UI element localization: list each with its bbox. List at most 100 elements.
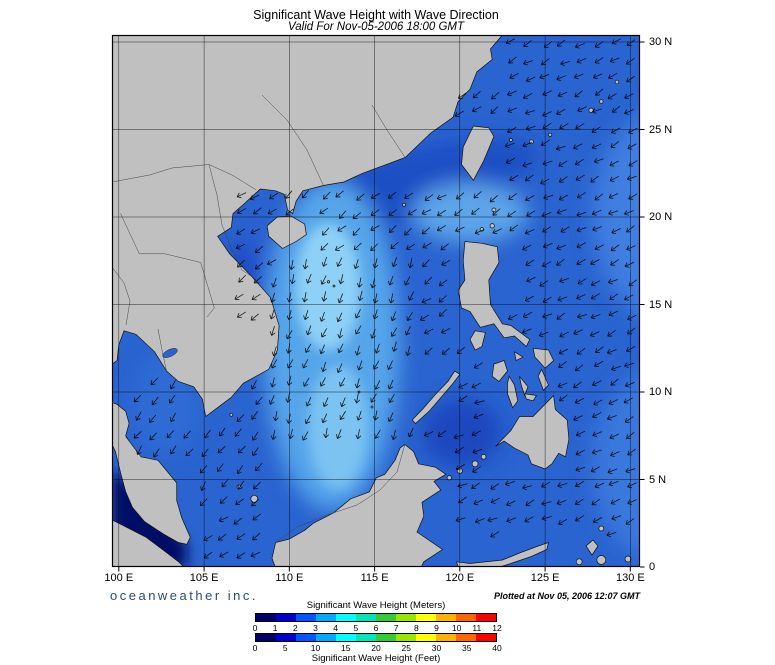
wave-direction-arrow <box>236 192 247 198</box>
wave-direction-arrow <box>374 343 381 354</box>
wave-direction-arrow <box>455 226 465 233</box>
wave-direction-arrow <box>302 292 308 303</box>
wave-direction-arrow <box>252 431 259 441</box>
wave-direction-arrow <box>302 259 309 270</box>
wave-direction-arrow <box>302 431 309 441</box>
wave-direction-arrow <box>185 448 194 457</box>
wave-direction-arrow <box>421 298 432 304</box>
wave-direction-arrow <box>337 293 344 304</box>
wave-direction-arrow <box>370 278 376 289</box>
oceanweather-logo-text: oceanweather inc. <box>110 588 259 603</box>
wave-direction-arrow <box>506 500 516 507</box>
wave-direction-arrow <box>542 313 553 319</box>
wave-direction-arrow <box>407 427 414 438</box>
wave-direction-arrow <box>322 227 330 236</box>
wave-direction-arrow <box>286 375 293 386</box>
wave-direction-arrow <box>471 482 480 490</box>
wave-direction-arrow <box>199 498 208 507</box>
graticule-grid <box>112 35 640 567</box>
island <box>332 284 336 288</box>
wave-direction-arrow <box>356 410 362 421</box>
wave-direction-arrow <box>339 210 347 219</box>
wave-direction-arrow <box>387 275 394 286</box>
island <box>491 360 508 382</box>
wave-direction-arrow <box>624 294 634 301</box>
wave-direction-arrow <box>285 343 292 354</box>
wave-direction-arrow <box>336 363 343 373</box>
wave-direction-arrow <box>525 76 536 83</box>
axis-tick-marks <box>118 41 645 572</box>
land-layer <box>112 35 632 567</box>
wave-direction-arrow <box>253 207 262 215</box>
wave-direction-arrow <box>286 330 293 340</box>
wave-direction-arrow <box>524 174 534 182</box>
wave-direction-arrow <box>407 209 417 216</box>
wave-direction-arrow <box>625 58 635 65</box>
lake-tonle-sap <box>162 348 178 358</box>
wave-direction-arrow <box>607 329 616 337</box>
wave-direction-arrow <box>523 40 532 47</box>
wave-direction-arrow <box>405 325 411 336</box>
wave-direction-arrow <box>236 414 245 422</box>
wave-direction-arrow <box>628 127 638 134</box>
wave-direction-arrow <box>607 278 618 285</box>
wave-direction-arrow <box>573 415 583 421</box>
wave-direction-arrow <box>354 345 361 356</box>
wave-direction-arrow <box>628 160 638 167</box>
wave-direction-arrow <box>539 73 550 80</box>
wave-direction-arrow <box>628 279 638 287</box>
wave-direction-arrow <box>539 280 549 287</box>
wave-direction-arrow <box>253 481 261 490</box>
wave-direction-arrow <box>336 312 343 323</box>
island <box>599 99 604 104</box>
island <box>402 202 406 207</box>
colorbar-tick: 7 <box>393 623 399 633</box>
island <box>624 555 632 563</box>
wave-direction-arrow <box>352 212 362 220</box>
wave-direction-arrow <box>287 359 294 369</box>
wave-direction-arrow <box>560 226 570 233</box>
wave-direction-arrow <box>254 262 264 270</box>
wave-direction-arrow <box>334 244 345 251</box>
wave-direction-arrow <box>556 499 567 506</box>
wave-direction-arrow <box>305 396 312 407</box>
pacific-light-patch-north <box>592 115 640 315</box>
wave-direction-arrow <box>249 194 260 201</box>
island <box>229 412 234 417</box>
wave-direction-arrow <box>624 362 635 368</box>
wave-direction-arrow <box>356 277 363 288</box>
wave-direction-arrow <box>370 243 379 252</box>
wave-direction-arrow <box>437 430 447 437</box>
wave-direction-arrow <box>593 158 604 164</box>
wave-direction-arrow <box>340 397 346 408</box>
wave-direction-arrow <box>556 258 565 266</box>
wave-direction-arrow <box>591 498 601 506</box>
island <box>509 138 513 142</box>
y-axis-tick-label: 0 <box>649 561 656 573</box>
wave-direction-arrow <box>323 427 330 439</box>
wave-direction-arrow <box>424 347 433 355</box>
island-borneo <box>271 444 447 567</box>
island-mindoro <box>469 330 486 351</box>
wave-direction-arrow <box>236 228 246 235</box>
colorbar-tick: 9 <box>434 623 439 633</box>
wave-direction-arrow <box>372 410 379 421</box>
wave-direction-arrow <box>575 480 585 488</box>
wave-direction-arrow <box>625 467 636 474</box>
wave-direction-arrow <box>135 411 142 421</box>
border-line <box>261 94 324 186</box>
island <box>370 405 374 409</box>
wave-direction-arrow <box>471 382 481 389</box>
wave-direction-arrow <box>424 328 434 335</box>
wave-direction-arrow <box>542 226 552 233</box>
wave-direction-arrow <box>509 73 519 79</box>
wave-direction-arrow <box>370 209 380 216</box>
wave-direction-arrow <box>354 393 361 404</box>
wave-direction-arrow <box>217 445 226 454</box>
wave-direction-arrow <box>419 314 430 321</box>
wave-direction-arrow <box>235 498 245 505</box>
wave-direction-arrow <box>219 496 228 504</box>
wave-direction-arrow <box>610 141 619 148</box>
wave-direction-arrow <box>288 428 294 439</box>
wave-direction-arrow <box>556 39 566 47</box>
